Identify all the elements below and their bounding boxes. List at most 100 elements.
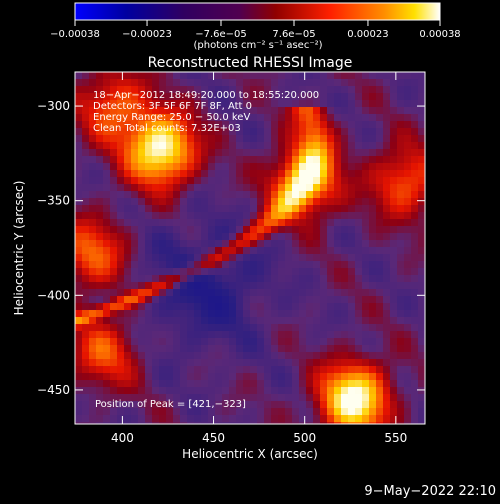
heatmap-cell (362, 93, 370, 101)
heatmap-cell (285, 261, 293, 269)
heatmap-cell (208, 331, 216, 339)
heatmap-cell (201, 296, 209, 304)
heatmap-cell (194, 156, 202, 164)
heatmap-cell (327, 72, 335, 80)
heatmap-cell (369, 303, 377, 311)
heatmap-cell (145, 324, 153, 332)
heatmap-cell (131, 191, 139, 199)
heatmap-cell (257, 324, 265, 332)
heatmap-cell (173, 128, 181, 136)
heatmap-cell (75, 107, 83, 115)
heatmap-cell (124, 394, 132, 402)
heatmap-cell (89, 303, 97, 311)
heatmap-cell (215, 303, 223, 311)
heatmap-cell (222, 324, 230, 332)
heatmap-cell (166, 282, 174, 290)
heatmap-cell (82, 93, 90, 101)
heatmap-cell (187, 380, 195, 388)
heatmap-cell (187, 415, 195, 423)
heatmap-cell (194, 359, 202, 367)
heatmap-cell (229, 331, 237, 339)
heatmap-cell (89, 380, 97, 388)
heatmap-cell (110, 268, 118, 276)
heatmap-cell (250, 275, 258, 283)
heatmap-cell (222, 373, 230, 381)
heatmap-cell (180, 415, 188, 423)
heatmap-cell (383, 198, 391, 206)
heatmap-cell (390, 219, 398, 227)
heatmap-cell (320, 219, 328, 227)
heatmap-cell (82, 72, 90, 80)
heatmap-cell (159, 149, 167, 157)
heatmap-cell (411, 310, 419, 318)
heatmap-cell (306, 345, 314, 353)
heatmap-cell (187, 275, 195, 283)
heatmap-cell (159, 261, 167, 269)
heatmap-cell (131, 345, 139, 353)
heatmap-cell (397, 373, 405, 381)
heatmap-cell (173, 184, 181, 192)
heatmap-cell (397, 100, 405, 108)
heatmap-cell (117, 149, 125, 157)
heatmap-cell (124, 422, 132, 424)
heatmap-cell (299, 331, 307, 339)
heatmap-cell (355, 394, 363, 402)
heatmap-cell (362, 408, 370, 416)
heatmap-cell (411, 359, 419, 367)
heatmap-cell (117, 121, 125, 129)
heatmap-cell (257, 184, 265, 192)
heatmap-cell (159, 114, 167, 122)
heatmap-cell (82, 422, 90, 424)
heatmap-cell (75, 128, 83, 136)
heatmap-cell (404, 247, 412, 255)
heatmap-cell (236, 163, 244, 171)
heatmap-cell (117, 282, 125, 290)
heatmap-cell (376, 296, 384, 304)
heatmap-cell (110, 191, 118, 199)
heatmap-cell (313, 177, 321, 185)
heatmap-cell (355, 247, 363, 255)
heatmap-cell (320, 401, 328, 409)
heatmap-cell (355, 422, 363, 424)
heatmap-cell (173, 394, 181, 402)
heatmap-cell (166, 317, 174, 325)
heatmap-cell (418, 191, 425, 199)
heatmap-cell (82, 114, 90, 122)
heatmap-cell (418, 296, 425, 304)
heatmap-cell (383, 373, 391, 381)
heatmap-cell (138, 198, 146, 206)
heatmap-cell (306, 93, 314, 101)
heatmap-cell (159, 254, 167, 262)
heatmap-cell (411, 233, 419, 241)
heatmap-cell (201, 86, 209, 94)
heatmap-cell (138, 408, 146, 416)
heatmap-cell (313, 212, 321, 220)
heatmap-cell (82, 198, 90, 206)
heatmap-cell (152, 366, 160, 374)
heatmap-cell (250, 86, 258, 94)
heatmap-cell (313, 114, 321, 122)
heatmap-cell (313, 317, 321, 325)
plot-frame (74, 71, 426, 425)
heatmap-cell (320, 303, 328, 311)
heatmap-cell (362, 415, 370, 423)
heatmap-cell (117, 247, 125, 255)
heatmap-cell (334, 345, 342, 353)
heatmap-cell (243, 79, 251, 87)
heatmap-cell (369, 254, 377, 262)
heatmap-cell (390, 387, 398, 395)
heatmap-cell (145, 184, 153, 192)
heatmap-cell (418, 415, 425, 423)
heatmap-cell (397, 198, 405, 206)
heatmap-cell (271, 93, 279, 101)
heatmap-cell (320, 261, 328, 269)
heatmap-cell (138, 261, 146, 269)
heatmap-cell (341, 100, 349, 108)
heatmap-cell (292, 79, 300, 87)
heatmap-cell (152, 373, 160, 381)
heatmap-cell (320, 170, 328, 178)
heatmap-cell (117, 198, 125, 206)
heatmap-cell (285, 408, 293, 416)
heatmap-cell (222, 107, 230, 115)
heatmap-cell (173, 408, 181, 416)
